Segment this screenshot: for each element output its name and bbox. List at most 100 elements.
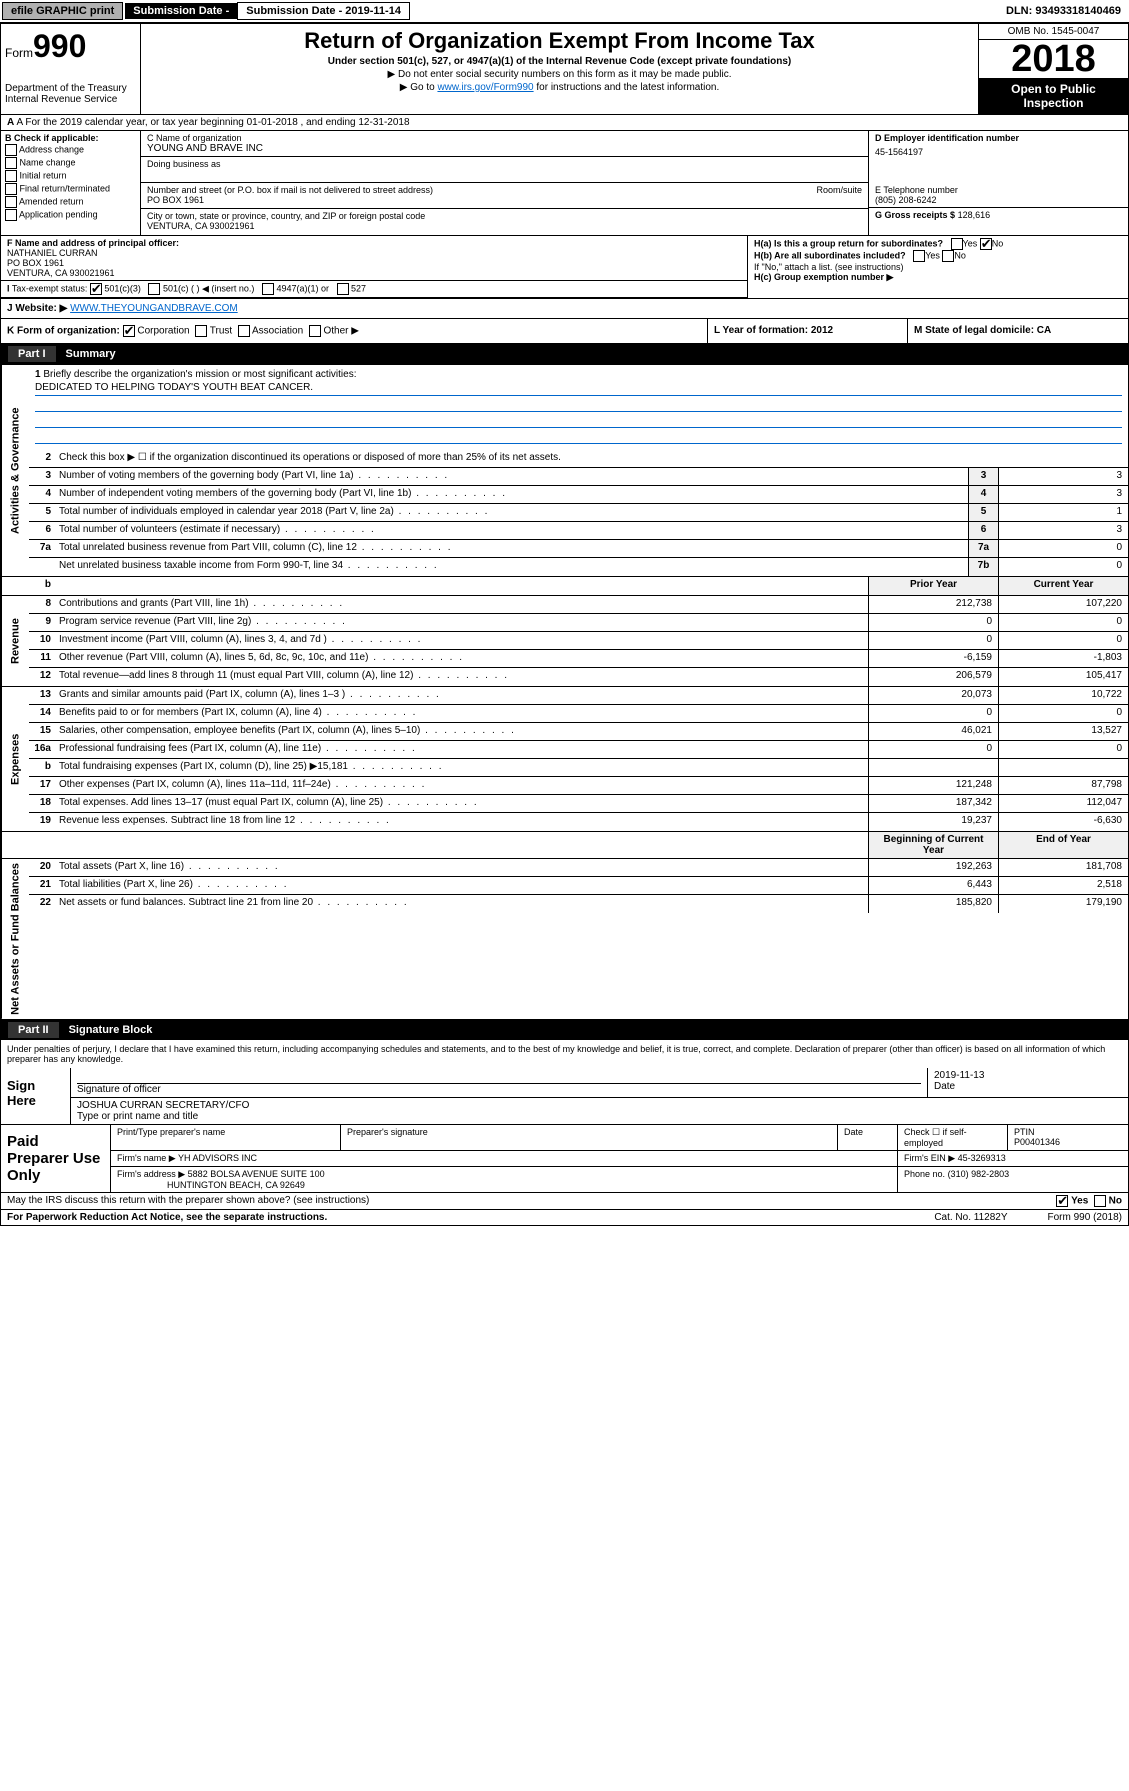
table-row: 3Number of voting members of the governi… — [29, 468, 1128, 486]
chk-ha-no[interactable] — [980, 238, 992, 250]
box-i: I Tax-exempt status: 501(c)(3) 501(c) ( … — [1, 281, 747, 298]
side-governance: Activities & Governance — [1, 365, 29, 576]
efile-button[interactable]: efile GRAPHIC print — [2, 2, 123, 20]
officer-name: NATHANIEL CURRAN — [7, 248, 741, 258]
department: Department of the Treasury Internal Reve… — [5, 83, 136, 105]
street-label: Number and street (or P.O. box if mail i… — [147, 185, 816, 195]
chk-other[interactable] — [309, 325, 321, 337]
top-bar: efile GRAPHIC print Submission Date - Su… — [0, 0, 1129, 23]
mission-text: DEDICATED TO HELPING TODAY'S YOUTH BEAT … — [35, 382, 1122, 396]
form-number: 990 — [33, 28, 86, 64]
table-row: 11Other revenue (Part VIII, column (A), … — [29, 650, 1128, 668]
governance-block: Activities & Governance 1 Briefly descri… — [0, 364, 1129, 577]
box-f: F Name and address of principal officer:… — [1, 236, 747, 281]
box-klm: K Form of organization: Corporation Trus… — [0, 319, 1129, 344]
row-a-period: A A For the 2019 calendar year, or tax y… — [0, 115, 1129, 131]
firm-addr1: 5882 BOLSA AVENUE SUITE 100 — [188, 1169, 325, 1179]
chk-corp[interactable] — [123, 325, 135, 337]
section-bcd: B Check if applicable: Address change Na… — [0, 131, 1129, 236]
chk-501c[interactable] — [148, 283, 160, 295]
box-b: B Check if applicable: Address change Na… — [1, 131, 141, 235]
box-b-label: B Check if applicable: — [5, 133, 136, 143]
dba-label: Doing business as — [147, 159, 862, 169]
year-formation: L Year of formation: 2012 — [714, 325, 833, 336]
firm-name: YH ADVISORS INC — [178, 1153, 257, 1163]
gross-receipts-value: 128,616 — [958, 210, 991, 220]
chk-initial-return[interactable] — [5, 170, 17, 182]
table-row: 9Program service revenue (Part VIII, lin… — [29, 614, 1128, 632]
officer-signature[interactable] — [77, 1070, 921, 1084]
chk-trust[interactable] — [195, 325, 207, 337]
tax-year: 2018 — [979, 40, 1128, 78]
table-row: 16aProfessional fundraising fees (Part I… — [29, 741, 1128, 759]
gross-receipts-label: G Gross receipts $ — [875, 210, 955, 220]
chk-app-pending[interactable] — [5, 209, 17, 221]
revenue-header-row: b Prior Year Current Year — [0, 577, 1129, 596]
firm-ein: 45-3269313 — [958, 1153, 1006, 1163]
side-net: Net Assets or Fund Balances — [1, 859, 29, 1019]
submission-date: Submission Date - 2019-11-14 — [237, 2, 410, 20]
section-fhi: F Name and address of principal officer:… — [0, 236, 1129, 299]
sign-date: 2019-11-13 — [934, 1070, 1122, 1081]
table-row: 18Total expenses. Add lines 13–17 (must … — [29, 795, 1128, 813]
form-word: Form — [5, 46, 33, 60]
dln: DLN: 93493318140469 — [998, 3, 1129, 19]
city-value: VENTURA, CA 930021961 — [147, 221, 862, 231]
current-year-hdr: Current Year — [998, 577, 1128, 595]
boy-hdr: Beginning of Current Year — [868, 832, 998, 858]
state-domicile: M State of legal domicile: CA — [914, 325, 1051, 336]
form-ref: Form 990 (2018) — [1048, 1212, 1122, 1223]
chk-501c3[interactable] — [90, 283, 102, 295]
table-row: 21Total liabilities (Part X, line 26)6,4… — [29, 877, 1128, 895]
chk-name-change[interactable] — [5, 157, 17, 169]
box-j: J Website: ▶ WWW.THEYOUNGANDBRAVE.COM — [0, 299, 1129, 319]
open-to-public: Open to Public Inspection — [979, 78, 1128, 114]
net-header-row: Beginning of Current Year End of Year — [0, 832, 1129, 859]
irs-link[interactable]: www.irs.gov/Form990 — [437, 82, 533, 93]
table-row: Net unrelated business taxable income fr… — [29, 558, 1128, 576]
officer-name-title: JOSHUA CURRAN SECRETARY/CFO — [77, 1100, 1122, 1111]
table-row: 17Other expenses (Part IX, column (A), l… — [29, 777, 1128, 795]
phone-value: (805) 208-6242 — [875, 195, 1122, 205]
chk-hb-yes[interactable] — [913, 250, 925, 262]
ein-value: 45-1564197 — [869, 145, 1128, 159]
table-row: 14Benefits paid to or for members (Part … — [29, 705, 1128, 723]
revenue-block: Revenue 8Contributions and grants (Part … — [0, 596, 1129, 687]
table-row: 8Contributions and grants (Part VIII, li… — [29, 596, 1128, 614]
chk-4947[interactable] — [262, 283, 274, 295]
org-name: YOUNG AND BRAVE INC — [147, 143, 862, 154]
firm-phone: (310) 982-2803 — [948, 1169, 1010, 1179]
box-h: H(a) Is this a group return for subordin… — [748, 236, 1128, 298]
table-row: 13Grants and similar amounts paid (Part … — [29, 687, 1128, 705]
firm-addr2: HUNTINGTON BEACH, CA 92649 — [167, 1180, 305, 1190]
chk-assoc[interactable] — [238, 325, 250, 337]
chk-527[interactable] — [337, 283, 349, 295]
website-link[interactable]: WWW.THEYOUNGANDBRAVE.COM — [70, 303, 238, 314]
chk-address-change[interactable] — [5, 144, 17, 156]
sign-here-label: Sign Here — [1, 1068, 71, 1124]
dba-value — [147, 169, 862, 180]
table-row: 15Salaries, other compensation, employee… — [29, 723, 1128, 741]
chk-discuss-no[interactable] — [1094, 1195, 1106, 1207]
phone-label: E Telephone number — [875, 185, 1122, 195]
chk-ha-yes[interactable] — [951, 238, 963, 250]
form-note-1: ▶ Do not enter social security numbers o… — [151, 69, 968, 80]
form-note-2: ▶ Go to www.irs.gov/Form990 for instruct… — [151, 82, 968, 93]
submission-date-label: Submission Date - — [125, 3, 237, 19]
chk-amended[interactable] — [5, 196, 17, 208]
table-row: 5Total number of individuals employed in… — [29, 504, 1128, 522]
table-row: 22Net assets or fund balances. Subtract … — [29, 895, 1128, 913]
chk-hb-no[interactable] — [942, 250, 954, 262]
table-row: 12Total revenue—add lines 8 through 11 (… — [29, 668, 1128, 686]
part-1-header: Part I Summary — [0, 344, 1129, 364]
year-block: OMB No. 1545-0047 2018 Open to Public In… — [978, 24, 1128, 114]
chk-discuss-yes[interactable] — [1056, 1195, 1068, 1207]
ptin: P00401346 — [1014, 1137, 1060, 1147]
side-expenses: Expenses — [1, 687, 29, 831]
table-row: 6Total number of volunteers (estimate if… — [29, 522, 1128, 540]
table-row: bTotal fundraising expenses (Part IX, co… — [29, 759, 1128, 777]
box-d: D Employer identification number 45-1564… — [868, 131, 1128, 183]
room-label: Room/suite — [816, 185, 862, 195]
officer-street: PO BOX 1961 — [7, 258, 741, 268]
chk-final-return[interactable] — [5, 183, 17, 195]
